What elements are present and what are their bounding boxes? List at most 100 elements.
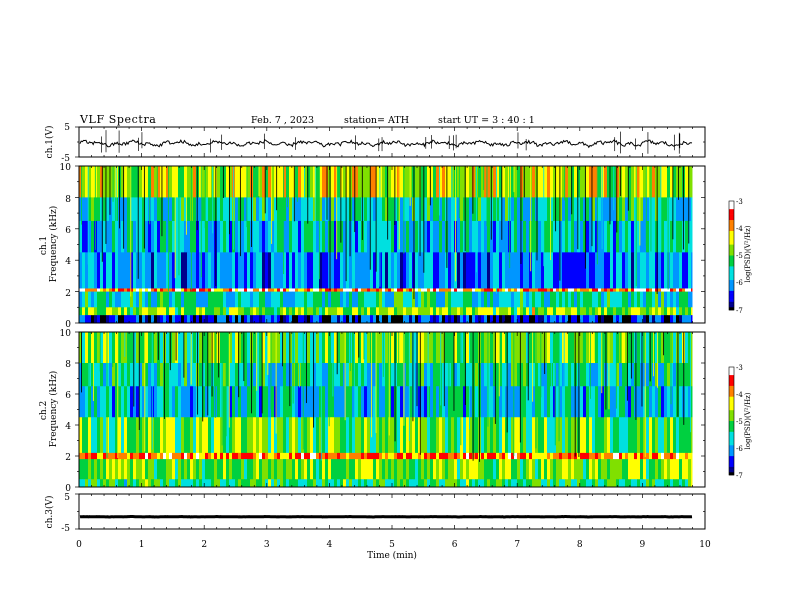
spectrogram-cell <box>619 452 623 460</box>
spectrogram-cell <box>124 386 128 418</box>
spectrogram-cell <box>403 220 407 253</box>
spectrogram-cell <box>91 479 95 488</box>
spectrogram-cell <box>367 479 371 488</box>
spectrogram-streak <box>472 166 474 214</box>
spectrogram-cell <box>256 315 260 324</box>
spectrogram-cell <box>649 479 653 488</box>
spectrogram-cell <box>292 315 296 324</box>
ch2-colorbar <box>728 366 735 476</box>
spectrogram-cell <box>598 452 602 460</box>
spectrogram-cell <box>250 288 254 292</box>
spectrogram-cell <box>289 417 293 454</box>
spectrogram-cell <box>328 307 332 316</box>
spectrogram-cell <box>625 307 629 316</box>
spectrogram-cell <box>334 307 338 316</box>
spectrogram-cell <box>439 252 443 289</box>
spectrogram-cell <box>349 291 353 308</box>
spectrogram-cell <box>607 197 611 222</box>
spectrogram-cell <box>508 252 512 289</box>
spectrogram-cell <box>358 291 362 308</box>
spectrogram-cell <box>502 291 506 308</box>
spectrogram-cell <box>304 288 308 292</box>
spectrogram-cell <box>676 166 680 198</box>
spectrogram-cell <box>352 452 356 460</box>
spectrogram-cell <box>169 315 173 324</box>
spectrogram-cell <box>517 252 521 289</box>
spectrogram-cell <box>643 307 647 316</box>
spectrogram-cell <box>541 252 545 289</box>
spectrogram-streak <box>328 332 330 427</box>
spectrogram-cell <box>82 452 86 460</box>
spectrogram-cell <box>223 332 227 364</box>
spectrogram-cell <box>679 315 683 324</box>
colorbar-segment <box>729 285 734 289</box>
spectrogram-cell <box>460 315 464 324</box>
spectrogram-cell <box>133 452 137 460</box>
colorbar-segment <box>729 247 734 251</box>
spectrogram-cell <box>340 315 344 324</box>
spectrogram-cell <box>541 417 545 454</box>
spectrogram-cell <box>190 315 194 324</box>
spectrogram-cell <box>259 166 263 198</box>
spectrogram-cell <box>457 315 461 324</box>
spectrogram-cell <box>565 220 569 253</box>
spectrogram-cell <box>316 332 320 364</box>
spectrogram-cell <box>400 363 404 387</box>
spectrogram-cell <box>280 452 284 460</box>
spectrogram-cell <box>508 291 512 308</box>
spectrogram-cell <box>289 315 293 324</box>
spectrogram-cell <box>370 459 374 480</box>
spectrogram-streak <box>677 166 679 200</box>
spectrogram-cell <box>472 417 476 454</box>
spectrogram-cell <box>301 220 305 253</box>
spectrogram-cell <box>508 459 512 480</box>
spectrogram-cell <box>379 166 383 198</box>
spectrogram-streak <box>601 166 603 250</box>
spectrogram-cell <box>202 459 206 480</box>
spectrogram-cell <box>502 363 506 387</box>
spectrogram-cell <box>460 417 464 454</box>
spectrogram-cell <box>274 479 278 488</box>
spectrogram-cell <box>418 307 422 316</box>
spectrogram-cell <box>583 332 587 364</box>
spectrogram-cell <box>334 417 338 454</box>
spectrogram-cell <box>151 452 155 460</box>
spectrogram-cell <box>295 363 299 387</box>
spectrogram-cell <box>424 452 428 460</box>
spectrogram-cell <box>115 291 119 308</box>
spectrogram-cell <box>568 291 572 308</box>
spectrogram-cell <box>376 479 380 488</box>
spectrogram-cell <box>592 386 596 418</box>
spectrogram-cell <box>109 291 113 308</box>
spectrogram-cell <box>367 252 371 289</box>
spectrogram-cell <box>418 332 422 364</box>
spectrogram-cell <box>448 252 452 289</box>
spectrogram-cell <box>631 332 635 364</box>
spectrogram-cell <box>679 459 683 480</box>
spectrogram-cell <box>184 307 188 316</box>
spectrogram-cell <box>184 452 188 460</box>
spectrogram-cell <box>670 315 674 324</box>
spectrogram-cell <box>499 332 503 364</box>
spectrogram-cell <box>364 291 368 308</box>
spectrogram-cell <box>166 288 170 292</box>
spectrogram-cell <box>514 459 518 480</box>
spectrogram-cell <box>406 291 410 308</box>
spectrogram-cell <box>481 386 485 418</box>
spectrogram-cell <box>166 459 170 480</box>
spectrogram-cell <box>574 479 578 488</box>
spectrogram-cell <box>136 363 140 387</box>
spectrogram-cell <box>136 479 140 488</box>
spectrogram-cell <box>379 479 383 488</box>
spectrogram-cell <box>346 332 350 364</box>
colorbar-segment <box>729 307 734 311</box>
spectrogram-cell <box>616 386 620 418</box>
spectrogram-cell <box>139 459 143 480</box>
spectrogram-cell <box>277 363 281 387</box>
spectrogram-cell <box>604 315 608 324</box>
spectrogram-cell <box>283 307 287 316</box>
spectrogram-streak <box>483 166 485 191</box>
spectrogram-cell <box>235 291 239 308</box>
spectrogram-cell <box>85 220 89 253</box>
spectrogram-cell <box>286 315 290 324</box>
